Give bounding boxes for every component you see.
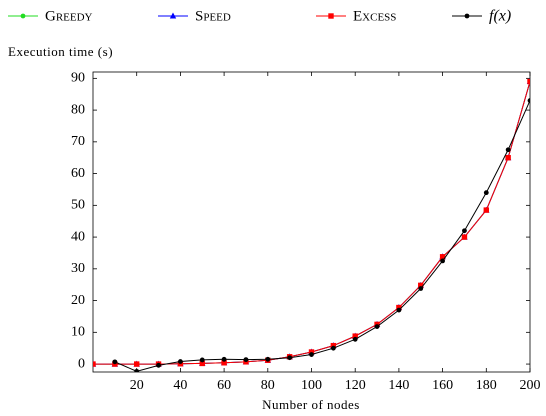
marker — [461, 234, 468, 240]
y-tick-label: 90 — [71, 71, 85, 86]
marker — [439, 254, 446, 260]
marker — [134, 368, 140, 372]
series-line — [93, 81, 530, 365]
legend: Greedy Speed Excess f(x) — [8, 8, 511, 25]
marker — [440, 258, 445, 264]
y-tick-label: 30 — [71, 261, 85, 276]
x-tick-label: 120 — [345, 378, 366, 393]
x-tick-label: 80 — [261, 378, 275, 393]
marker — [287, 355, 293, 361]
marker — [483, 207, 489, 213]
marker — [464, 13, 470, 19]
marker — [199, 360, 205, 367]
marker — [308, 349, 315, 355]
x-tick-label: 20 — [130, 378, 144, 393]
marker — [221, 356, 227, 362]
marker — [199, 357, 205, 363]
marker — [483, 190, 489, 196]
x-tick-label: 140 — [388, 378, 409, 393]
marker — [352, 336, 358, 342]
marker — [309, 352, 314, 357]
x-tick-label: 40 — [173, 378, 187, 393]
x-tick-label: 200 — [520, 378, 541, 393]
marker — [93, 361, 96, 367]
marker — [221, 360, 227, 366]
marker — [462, 228, 467, 234]
marker — [112, 359, 118, 365]
marker — [505, 147, 511, 153]
marker — [328, 13, 334, 19]
y-tick-label: 0 — [78, 356, 85, 371]
marker — [505, 155, 511, 161]
marker — [20, 13, 26, 19]
marker — [527, 98, 530, 103]
marker — [178, 359, 183, 364]
x-tick-label: 100 — [301, 378, 322, 393]
series-line — [114, 100, 530, 372]
y-axis-label: Execution time (s) — [8, 44, 113, 59]
legend-label: Excess — [353, 8, 396, 24]
legend-label: f(x) — [489, 8, 511, 25]
marker — [418, 282, 424, 289]
marker — [330, 342, 337, 349]
plot-area — [93, 78, 530, 372]
marker — [330, 345, 336, 351]
y-tick-label: 80 — [71, 102, 85, 117]
x-tick-label: 160 — [432, 378, 453, 393]
y-tick-label: 70 — [71, 134, 85, 149]
y-tick-label: 10 — [71, 325, 85, 340]
x-tick-label: 180 — [476, 378, 497, 393]
marker — [396, 307, 402, 313]
legend-label: Greedy — [45, 8, 93, 24]
y-tick-label: 40 — [71, 229, 85, 244]
marker — [243, 357, 249, 363]
series-line — [93, 81, 530, 365]
x-tick-label: 60 — [217, 378, 231, 393]
marker — [134, 361, 140, 367]
y-tick-label: 60 — [71, 166, 85, 181]
marker — [352, 333, 358, 339]
marker — [169, 12, 177, 19]
x-axis-label: Number of nodes — [262, 397, 360, 412]
series-line — [93, 81, 530, 365]
marker — [156, 362, 161, 368]
y-tick-label: 50 — [71, 198, 85, 213]
marker — [396, 304, 402, 311]
marker — [527, 78, 530, 85]
marker — [265, 356, 271, 362]
marker — [418, 286, 424, 291]
plot-frame — [92, 71, 531, 373]
y-tick-label: 20 — [71, 293, 85, 308]
marker — [374, 324, 380, 330]
legend-label: Speed — [195, 8, 231, 24]
